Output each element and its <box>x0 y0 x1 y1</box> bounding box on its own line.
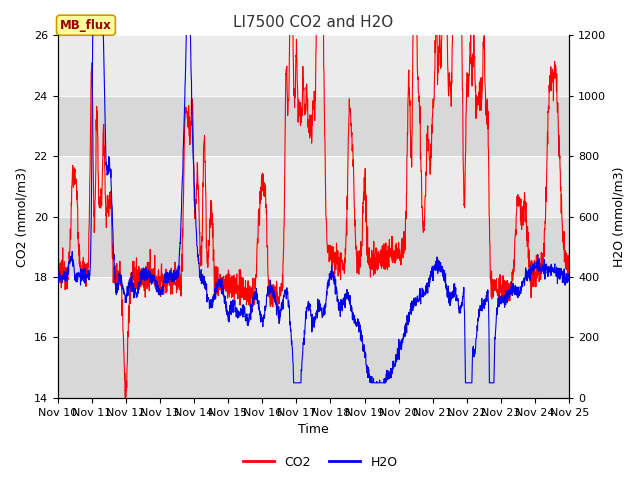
Y-axis label: H2O (mmol/m3): H2O (mmol/m3) <box>612 167 625 267</box>
Bar <box>58 156 570 216</box>
Title: LI7500 CO2 and H2O: LI7500 CO2 and H2O <box>234 15 394 30</box>
Bar <box>58 337 570 398</box>
X-axis label: Time: Time <box>298 423 329 436</box>
Bar <box>58 96 570 156</box>
Text: MB_flux: MB_flux <box>60 19 112 32</box>
Bar <box>58 277 570 337</box>
Legend: CO2, H2O: CO2, H2O <box>237 451 403 474</box>
Bar <box>58 216 570 277</box>
Bar <box>58 36 570 96</box>
Y-axis label: CO2 (mmol/m3): CO2 (mmol/m3) <box>15 167 28 266</box>
